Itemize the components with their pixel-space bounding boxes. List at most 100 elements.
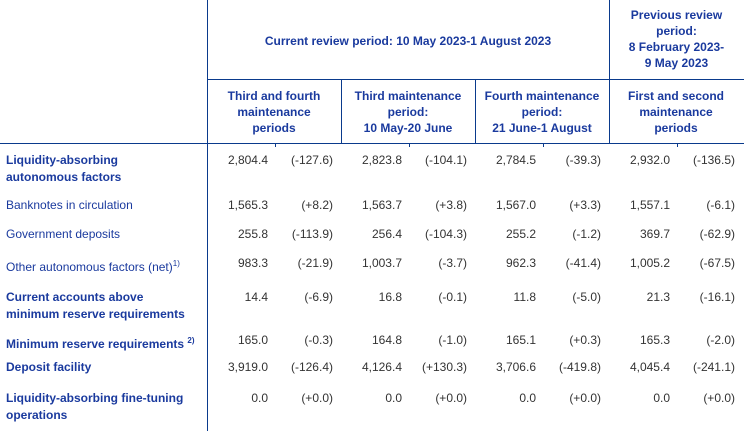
value-cell: 2,823.8	[361, 153, 402, 167]
change-cell: (-21.9)	[297, 256, 333, 270]
heading-line: periods	[252, 121, 296, 135]
label-text: minimum reserve requirements	[6, 307, 185, 321]
value-cell: 369.7	[639, 227, 670, 241]
value-cell: 255.8	[237, 227, 268, 241]
change-cell: (+0.3)	[569, 333, 601, 347]
change-cell: (+8.2)	[301, 198, 333, 212]
label-divider	[207, 0, 208, 431]
value-cell: 0.0	[519, 391, 536, 405]
change-cell: (+3.3)	[569, 198, 601, 212]
heading-line: maintenance	[237, 105, 311, 119]
footnote-marker: 2)	[187, 336, 195, 345]
heading-line: 9 May 2023	[644, 56, 709, 70]
change-cell: (-136.5)	[692, 153, 735, 167]
label-text: Government deposits	[6, 227, 121, 241]
value-cell: 1,003.7	[361, 256, 402, 270]
value-cell: 2,804.4	[227, 153, 268, 167]
change-cell: (+0.0)	[569, 391, 601, 405]
label-text: Deposit facility	[6, 360, 92, 374]
change-cell: (+0.0)	[435, 391, 467, 405]
heading-line: periods	[654, 121, 698, 135]
change-cell: (-113.9)	[291, 227, 333, 241]
change-cell: (-3.7)	[438, 256, 467, 270]
change-cell: (-126.4)	[290, 360, 333, 374]
change-cell: (-5.0)	[572, 290, 601, 304]
tick-mark	[409, 143, 410, 147]
value-cell: 164.8	[371, 333, 402, 347]
value-cell: 255.2	[505, 227, 536, 241]
row-label-line: Current accounts above	[6, 289, 206, 306]
row-label-line: minimum reserve requirements	[6, 306, 206, 323]
row-label-line: Minimum reserve requirements 2)	[6, 332, 206, 353]
label-text: operations	[6, 408, 68, 422]
column-heading: First and second maintenance periods	[609, 88, 743, 136]
header-rule	[207, 79, 744, 80]
value-cell: 165.1	[505, 333, 536, 347]
heading-line: First and second	[627, 89, 725, 103]
row-label-line: Liquidity-absorbing fine-tuning	[6, 390, 206, 407]
row-label-line: Liquidity-absorbing	[6, 152, 206, 169]
column-heading: Fourth maintenance period: 21 June-1 Augus…	[475, 88, 609, 136]
value-cell: 165.0	[237, 333, 268, 347]
value-cell: 1,565.3	[227, 198, 268, 212]
row-label-line: Deposit facility	[6, 359, 206, 376]
row-label: Current accounts above minimum reserve re…	[6, 289, 206, 323]
tick-mark	[275, 143, 276, 147]
heading-line: Previous review	[630, 8, 723, 22]
value-cell: 1,563.7	[361, 198, 402, 212]
row-label-line: autonomous factors	[6, 169, 206, 186]
row-label: Other autonomous factors (net)1)	[6, 255, 206, 276]
value-cell: 11.8	[513, 290, 536, 304]
change-cell: (-6.9)	[304, 290, 333, 304]
row-label-line: Banknotes in circulation	[6, 197, 206, 214]
change-cell: (-2.0)	[706, 333, 735, 347]
value-cell: 0.0	[251, 391, 268, 405]
previous-period-heading: Previous review period: 8 February 2023-…	[609, 7, 744, 71]
period-divider	[609, 0, 610, 143]
value-cell: 256.4	[371, 227, 402, 241]
label-text: autonomous factors	[6, 170, 122, 184]
label-text: Liquidity-absorbing	[6, 153, 118, 167]
value-cell: 1,005.2	[629, 256, 670, 270]
value-cell: 2,932.0	[629, 153, 670, 167]
label-text: Liquidity-absorbing fine-tuning	[6, 391, 184, 405]
value-cell: 0.0	[385, 391, 402, 405]
column-heading: Third maintenance period: 10 May-20 June	[341, 88, 475, 136]
heading-line: 21 June-1 August	[492, 121, 592, 135]
row-label: Government deposits	[6, 226, 206, 243]
heading-line: maintenance	[639, 105, 713, 119]
value-cell: 1,567.0	[495, 198, 536, 212]
change-cell: (-0.1)	[438, 290, 467, 304]
change-cell: (+0.0)	[301, 391, 333, 405]
column-divider	[341, 79, 342, 143]
change-cell: (-41.4)	[565, 256, 601, 270]
header-bottom-rule	[0, 143, 744, 144]
row-label-line: Other autonomous factors (net)1)	[6, 255, 206, 276]
heading-line: 10 May-20 June	[363, 121, 453, 135]
row-label: Deposit facility	[6, 359, 206, 376]
value-cell: 3,919.0	[227, 360, 268, 374]
heading-line: period:	[521, 105, 563, 119]
value-cell: 1,557.1	[629, 198, 670, 212]
row-label: Liquidity-absorbing autonomous factors	[6, 152, 206, 186]
row-label: Liquidity-absorbing fine-tuning operation…	[6, 390, 206, 424]
value-cell: 3,706.6	[495, 360, 536, 374]
change-cell: (-67.5)	[699, 256, 735, 270]
value-cell: 14.4	[244, 290, 268, 304]
row-label: Banknotes in circulation	[6, 197, 206, 214]
change-cell: (-419.8)	[558, 360, 601, 374]
change-cell: (-39.3)	[565, 153, 601, 167]
change-cell: (-1.2)	[572, 227, 601, 241]
change-cell: (-104.1)	[424, 153, 467, 167]
heading-line: Third maintenance	[354, 89, 462, 103]
change-cell: (+3.8)	[435, 198, 467, 212]
row-label-line: Government deposits	[6, 226, 206, 243]
change-cell: (-241.1)	[692, 360, 735, 374]
heading-line: period:	[656, 24, 697, 38]
label-text: Banknotes in circulation	[6, 198, 133, 212]
value-cell: 0.0	[653, 391, 670, 405]
column-heading: Third and fourth maintenance periods	[207, 88, 341, 136]
change-cell: (-16.1)	[699, 290, 735, 304]
value-cell: 4,045.4	[629, 360, 670, 374]
